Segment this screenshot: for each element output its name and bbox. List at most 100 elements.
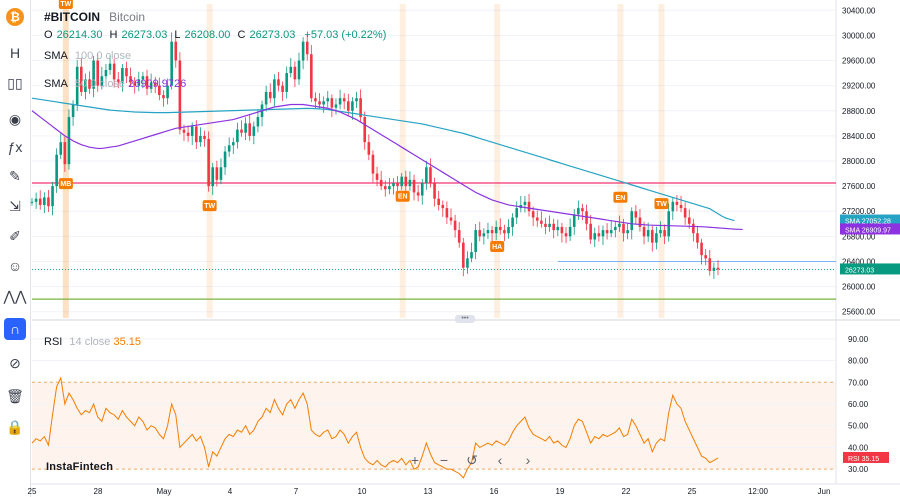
candle-body	[412, 179, 416, 193]
candle-body	[535, 217, 539, 221]
candle-body	[51, 186, 54, 207]
candle-body	[708, 258, 712, 271]
candle-body	[429, 167, 432, 183]
candle-body	[158, 85, 161, 96]
candle-body	[453, 220, 457, 231]
candle-body	[371, 154, 375, 174]
candle-body	[462, 242, 465, 268]
marker-tag	[58, 0, 73, 9]
emoji-icon[interactable]: ☺	[7, 258, 23, 274]
scroll-right-button[interactable]: ›	[525, 452, 531, 468]
candle-body	[301, 41, 305, 61]
candle-body	[589, 223, 592, 240]
trash-icon[interactable]: 🗑	[6, 387, 24, 404]
x-tick-label: 22	[622, 487, 631, 496]
open-value: 26214.30	[56, 29, 103, 41]
candle-body	[548, 223, 551, 227]
symbol-header: #BITCOIN Bitcoin	[44, 10, 145, 24]
reset-chart-button[interactable]: ↺	[466, 451, 478, 468]
candle-body	[704, 255, 707, 259]
marker-band	[494, 4, 501, 318]
candle-body	[67, 117, 71, 165]
rsi-legend[interactable]: RSI 14 close 35.15	[44, 336, 141, 348]
candle-body	[474, 230, 477, 253]
candle-body	[400, 176, 404, 187]
sma100-legend[interactable]: SMA 100 0 close	[44, 50, 131, 62]
chart-type-icon[interactable]: H	[9, 45, 21, 61]
candle-body	[675, 201, 679, 205]
candle-body	[334, 104, 338, 108]
high-label: H	[109, 29, 118, 41]
y-tick-label: 26800.00	[842, 232, 876, 241]
candle-body	[503, 230, 506, 234]
candle-body	[486, 230, 490, 234]
candle-body	[133, 82, 136, 86]
candle-body	[457, 230, 461, 243]
candle-body	[712, 267, 716, 271]
candle-body	[100, 76, 104, 86]
marker-band	[617, 4, 624, 318]
candle-body	[515, 208, 519, 218]
candle-body	[55, 154, 58, 187]
price-tag-label: SMA 26909.97	[845, 227, 891, 234]
candle-body	[34, 198, 38, 202]
candles-icon[interactable]: ▯▯	[7, 74, 23, 91]
pane-resize-handle[interactable]: •••	[455, 315, 475, 323]
candle-body	[692, 223, 695, 234]
y-tick-label: 28800.00	[842, 107, 876, 116]
candle-body	[38, 198, 42, 205]
candle-body	[289, 66, 293, 74]
candle-body	[116, 79, 120, 83]
lock-icon[interactable]: 🔒	[6, 418, 24, 435]
x-tick-label: Jun	[818, 487, 831, 496]
zoom-out-button[interactable]: −	[439, 452, 449, 468]
measure-icon[interactable]: ⇲	[9, 197, 21, 214]
x-tick-label: 28	[94, 487, 103, 496]
candle-body	[264, 91, 268, 105]
sma100-label: SMA	[44, 50, 68, 62]
candle-body	[75, 66, 79, 105]
candle-body	[655, 233, 658, 243]
rsi-params: 14 close	[69, 336, 111, 348]
candle-body	[240, 129, 243, 133]
symbol-name[interactable]: #BITCOIN	[44, 10, 101, 24]
candle-body	[346, 101, 350, 111]
candle-body	[663, 230, 666, 237]
brush-icon[interactable]: ✐	[9, 227, 21, 244]
hide-icon[interactable]: ⊘	[9, 354, 21, 371]
sma50-value: 26909.9726	[128, 78, 187, 90]
y-tick-label: 27600.00	[842, 182, 876, 191]
candle-body	[178, 60, 182, 130]
candle-body	[330, 98, 334, 108]
marker-tag	[654, 198, 669, 210]
candle-body	[523, 201, 527, 205]
candle-body	[466, 258, 469, 268]
candle-body	[634, 211, 638, 218]
y-tick-label: 28000.00	[842, 157, 876, 166]
candle-body	[544, 223, 547, 227]
zoom-in-button[interactable]: +	[410, 452, 420, 468]
candle-body	[383, 186, 387, 190]
magnet-icon[interactable]: ∩	[4, 318, 26, 340]
candle-body	[285, 73, 288, 92]
drawing-icon[interactable]: ✎	[9, 167, 21, 184]
record-icon[interactable]: ◉	[8, 110, 22, 127]
sma50-params: 50 0 close	[74, 78, 126, 90]
scroll-left-button[interactable]: ‹	[497, 452, 503, 468]
candle-body	[71, 104, 75, 118]
marker-label: TW	[60, 1, 71, 8]
candle-body	[560, 226, 564, 234]
candle-body	[433, 182, 436, 199]
candle-body	[572, 214, 576, 227]
candle-body	[244, 123, 247, 133]
patterns-icon[interactable]: ⋀⋀	[3, 287, 27, 304]
indicators-icon[interactable]: ƒx	[7, 139, 23, 155]
y-tick-label: 28400.00	[842, 132, 876, 141]
candle-body	[531, 211, 535, 218]
candle-body	[363, 117, 367, 143]
candle-body	[79, 66, 83, 92]
candle-body	[605, 230, 609, 234]
candle-body	[388, 186, 391, 190]
sma50-legend[interactable]: SMA 50 0 close 26909.9726	[44, 78, 186, 90]
